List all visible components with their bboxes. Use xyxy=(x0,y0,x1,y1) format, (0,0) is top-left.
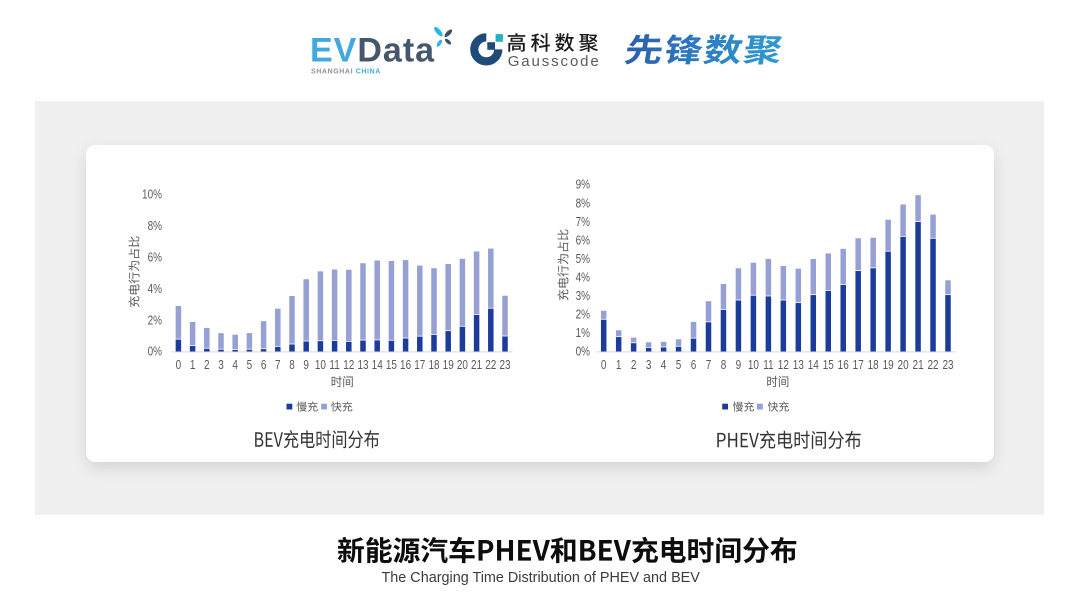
svg-text:23: 23 xyxy=(499,359,510,372)
svg-text:4: 4 xyxy=(232,359,238,372)
svg-text:21: 21 xyxy=(471,359,482,372)
svg-text:23: 23 xyxy=(942,359,953,372)
svg-text:6: 6 xyxy=(261,359,267,372)
svg-text:4%: 4% xyxy=(576,271,590,284)
svg-text:0: 0 xyxy=(601,359,607,372)
svg-text:5%: 5% xyxy=(576,253,590,266)
svg-text:10: 10 xyxy=(315,359,326,372)
svg-text:22: 22 xyxy=(927,359,938,372)
svg-text:3: 3 xyxy=(646,359,652,372)
svg-text:14: 14 xyxy=(372,359,384,372)
svg-text:0%: 0% xyxy=(148,346,162,359)
svg-text:7%: 7% xyxy=(576,216,590,229)
svg-text:5: 5 xyxy=(247,359,253,372)
svg-text:9: 9 xyxy=(736,359,742,372)
svg-text:2%: 2% xyxy=(576,308,590,321)
svg-text:14: 14 xyxy=(808,359,820,372)
svg-text:17: 17 xyxy=(853,359,864,372)
svg-text:20: 20 xyxy=(457,359,468,372)
svg-text:2: 2 xyxy=(631,359,637,372)
svg-text:22: 22 xyxy=(485,359,496,372)
svg-text:12: 12 xyxy=(778,359,789,372)
svg-text:21: 21 xyxy=(913,359,924,372)
svg-text:8%: 8% xyxy=(576,197,590,210)
svg-text:4%: 4% xyxy=(148,283,162,296)
svg-text:8: 8 xyxy=(289,359,295,372)
svg-text:11: 11 xyxy=(329,359,339,372)
svg-text:11: 11 xyxy=(763,359,773,372)
svg-text:3%: 3% xyxy=(576,290,590,303)
svg-text:3: 3 xyxy=(218,359,224,372)
svg-text:20: 20 xyxy=(898,359,909,372)
svg-text:10%: 10% xyxy=(142,189,162,202)
svg-text:1%: 1% xyxy=(576,327,590,340)
svg-text:7: 7 xyxy=(275,359,281,372)
svg-text:6%: 6% xyxy=(576,234,590,247)
svg-text:1: 1 xyxy=(616,359,622,372)
svg-text:9: 9 xyxy=(303,359,309,372)
svg-text:8%: 8% xyxy=(148,220,162,233)
svg-text:13: 13 xyxy=(793,359,804,372)
svg-text:6%: 6% xyxy=(148,251,162,264)
svg-text:12: 12 xyxy=(343,359,354,372)
svg-text:13: 13 xyxy=(357,359,368,372)
svg-text:6: 6 xyxy=(691,359,697,372)
svg-text:SHANGHAI CHINA: SHANGHAI CHINA xyxy=(311,69,381,76)
svg-text:16: 16 xyxy=(400,359,411,372)
svg-text:7: 7 xyxy=(706,359,712,372)
svg-text:5: 5 xyxy=(676,359,682,372)
svg-text:4: 4 xyxy=(661,359,667,372)
svg-text:Gausscode: Gausscode xyxy=(508,53,601,70)
svg-text:9%: 9% xyxy=(576,179,590,192)
svg-text:The Charging Time Distribution: The Charging Time Distribution of PHEV a… xyxy=(382,570,701,586)
svg-text:2%: 2% xyxy=(148,314,162,327)
svg-text:17: 17 xyxy=(414,359,425,372)
svg-text:1: 1 xyxy=(190,359,196,372)
svg-text:15: 15 xyxy=(386,359,397,372)
svg-text:18: 18 xyxy=(868,359,879,372)
svg-text:10: 10 xyxy=(748,359,759,372)
svg-text:0: 0 xyxy=(176,359,182,372)
svg-text:19: 19 xyxy=(883,359,894,372)
svg-text:2: 2 xyxy=(204,359,210,372)
svg-text:0%: 0% xyxy=(576,346,590,359)
svg-text:8: 8 xyxy=(721,359,727,372)
svg-text:EVData: EVData xyxy=(310,32,435,70)
svg-text:16: 16 xyxy=(838,359,849,372)
svg-text:19: 19 xyxy=(443,359,454,372)
svg-text:15: 15 xyxy=(823,359,834,372)
svg-text:18: 18 xyxy=(428,359,439,372)
